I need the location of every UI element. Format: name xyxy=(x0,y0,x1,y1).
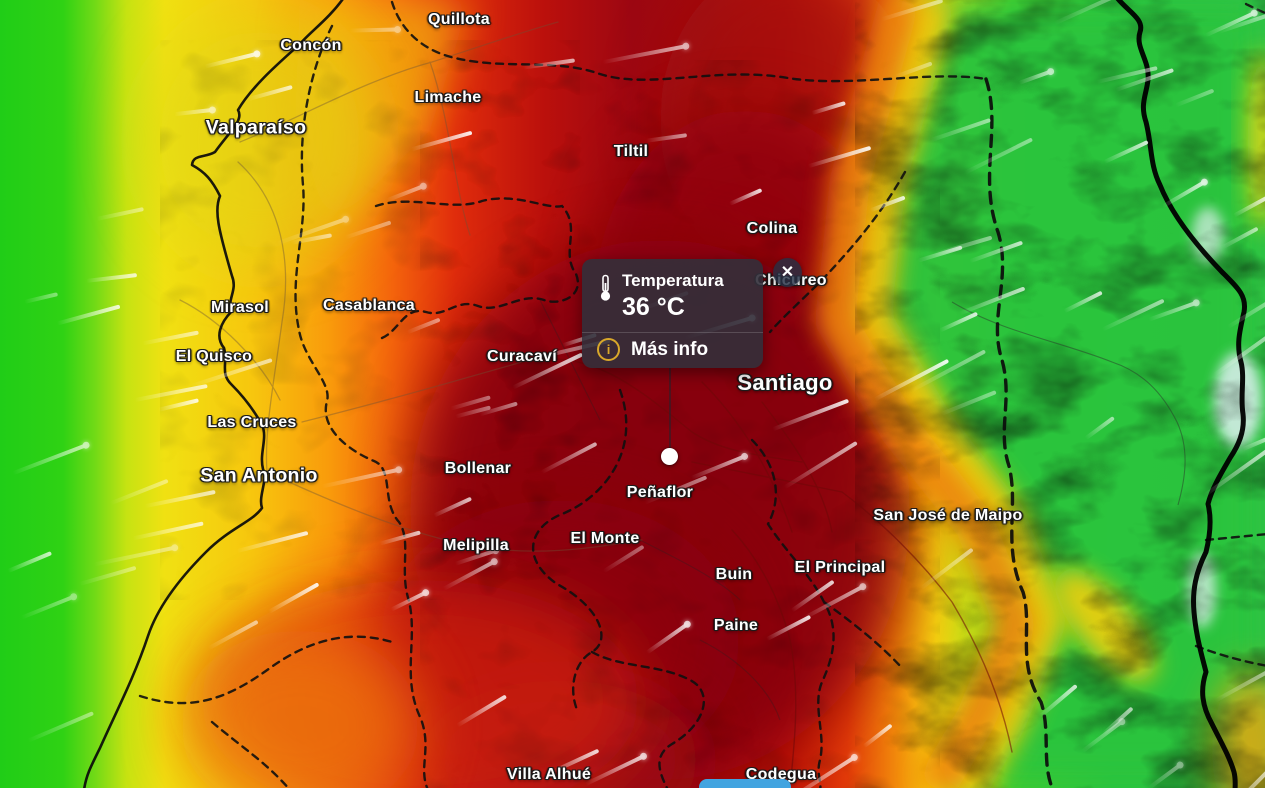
city-label: San José de Maipo xyxy=(873,507,1023,524)
city-label: Valparaíso xyxy=(205,116,307,139)
city-label: Las Cruces xyxy=(207,414,297,431)
map-marker[interactable] xyxy=(661,448,678,465)
city-label: Peñaflor xyxy=(626,484,694,501)
city-label: San Antonio xyxy=(200,464,318,487)
city-label: El Monte xyxy=(570,530,640,547)
city-label: Paine xyxy=(713,617,759,634)
city-label: Buin xyxy=(715,566,753,583)
city-label: Concón xyxy=(280,37,342,54)
more-info-button[interactable]: i Más info xyxy=(582,333,763,368)
popup-texts: Temperatura 36 °C xyxy=(622,271,724,326)
popup-title: Temperatura xyxy=(622,271,724,290)
city-label: Melipilla xyxy=(443,537,509,554)
city-label: El Principal xyxy=(794,559,886,576)
popup-reading: Temperatura 36 °C xyxy=(582,259,763,332)
more-info-label: Más info xyxy=(631,338,709,360)
thermometer-icon xyxy=(600,274,611,301)
city-label: Mirasol xyxy=(210,299,270,316)
city-label: Colina xyxy=(746,220,798,237)
city-label: Casablanca xyxy=(323,297,415,314)
bottom-blue-badge[interactable] xyxy=(699,779,791,788)
temperature-popup: Temperatura 36 °C i Más info xyxy=(582,259,763,368)
popup-divider xyxy=(582,332,763,333)
city-label: Quillota xyxy=(428,11,490,28)
info-icon: i xyxy=(597,338,620,361)
city-label: Tiltil xyxy=(613,143,649,160)
close-icon[interactable]: ✕ xyxy=(773,258,802,287)
city-label: Limache xyxy=(414,89,482,106)
city-label: Santiago xyxy=(737,370,833,395)
city-label: El Quisco xyxy=(175,348,253,365)
city-label: Curacaví xyxy=(487,348,557,365)
temperature-value: 36 °C xyxy=(622,292,685,321)
city-label: Villa Alhué xyxy=(506,766,592,783)
city-label: Bollenar xyxy=(444,460,512,477)
popup-leader-line xyxy=(669,368,671,450)
